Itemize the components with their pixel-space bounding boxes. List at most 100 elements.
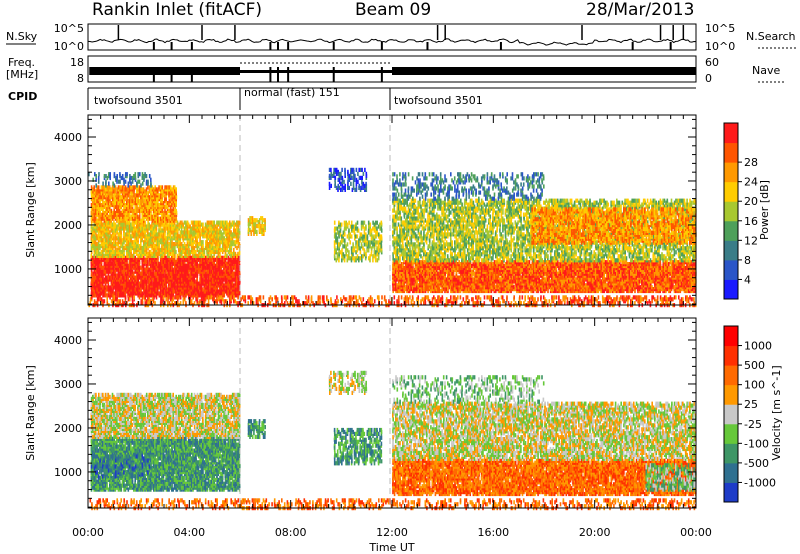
station-title: Rankin Inlet (fitACF) <box>92 0 262 20</box>
range-cell <box>137 244 139 248</box>
range-cell <box>365 252 367 256</box>
range-cell <box>116 203 118 207</box>
range-cell <box>146 224 148 228</box>
range-cell <box>213 258 215 262</box>
range-cell <box>215 258 217 262</box>
range-cell <box>335 232 337 236</box>
range-cell <box>130 185 132 189</box>
range-cell <box>349 232 351 236</box>
range-cell <box>229 266 231 270</box>
range-cell <box>174 185 176 189</box>
range-cell <box>345 244 347 248</box>
range-cell <box>170 258 172 262</box>
range-cell <box>181 224 183 228</box>
range-cell <box>202 240 204 244</box>
range-cell <box>115 291 117 295</box>
range-cell <box>334 182 336 186</box>
range-cell <box>236 246 238 250</box>
range-cell <box>180 268 182 272</box>
range-cell <box>358 256 360 260</box>
range-cell <box>374 250 376 254</box>
cpid-row: CPID twofsound 3501 normal (fast) 151 tw… <box>8 86 696 110</box>
range-cell <box>103 189 105 193</box>
range-cell <box>139 215 141 219</box>
range-cell <box>148 226 150 230</box>
range-cell <box>227 236 229 240</box>
range-cell <box>99 274 101 278</box>
range-cell <box>134 217 136 221</box>
range-cell <box>417 283 419 287</box>
range-cell <box>340 188 342 192</box>
range-cell <box>338 258 340 262</box>
range-cell <box>108 201 110 205</box>
range-cell <box>235 252 237 256</box>
range-cell <box>344 184 346 188</box>
range-cell <box>156 226 158 230</box>
range-cell <box>148 285 150 289</box>
range-cell <box>337 227 339 231</box>
range-cell <box>119 213 121 217</box>
range-cell <box>378 240 380 244</box>
range-cell <box>205 223 207 227</box>
range-cell <box>133 209 135 213</box>
range-cell <box>408 268 410 272</box>
range-cell <box>156 232 158 236</box>
range-cell <box>364 221 366 225</box>
range-cell <box>116 236 118 240</box>
range-cell <box>416 279 418 283</box>
range-cell <box>134 193 136 197</box>
range-cell <box>156 240 158 244</box>
range-cell <box>364 184 366 188</box>
range-cell <box>361 254 363 258</box>
range-cell <box>199 221 201 225</box>
range-cell <box>102 278 104 282</box>
range-cell <box>136 228 138 232</box>
range-cell <box>137 215 139 219</box>
range-cell <box>122 219 124 223</box>
range-cell <box>344 227 346 231</box>
range-cell <box>218 252 220 256</box>
range-cell <box>170 185 172 189</box>
range-cell <box>150 187 152 191</box>
range-cell <box>202 223 204 227</box>
range-cell <box>354 178 356 182</box>
range-cell <box>379 223 381 227</box>
range-cell <box>341 248 343 252</box>
range-cell <box>150 224 152 228</box>
range-cell <box>202 226 204 230</box>
range-cell <box>112 193 114 197</box>
range-cell <box>229 236 231 240</box>
range-cell <box>94 283 96 287</box>
range-cell <box>343 180 345 184</box>
cpid-segment-3: twofsound 3501 <box>394 94 483 107</box>
range-cell <box>96 242 98 246</box>
range-cell <box>151 191 153 195</box>
range-cell <box>216 256 218 260</box>
range-cell <box>119 209 121 213</box>
range-cell <box>147 185 149 189</box>
range-cell <box>358 229 360 233</box>
range-cell <box>223 236 225 240</box>
range-cell <box>185 264 187 268</box>
range-cell <box>153 272 155 276</box>
range-cell <box>133 254 135 258</box>
range-cell <box>175 285 177 289</box>
range-cell <box>370 223 372 227</box>
range-cell <box>233 283 235 287</box>
range-cell <box>378 232 380 236</box>
range-cell <box>425 272 427 276</box>
range-cell <box>93 234 95 238</box>
range-cell <box>103 248 105 252</box>
range-cell <box>157 203 159 207</box>
range-cell <box>425 287 427 291</box>
range-cell <box>181 242 183 246</box>
range-cell <box>109 230 111 234</box>
range-cell <box>102 182 104 186</box>
range-cell <box>136 232 138 236</box>
range-cell <box>188 262 190 266</box>
range-cell <box>227 282 229 286</box>
range-cell <box>120 291 122 295</box>
range-cell <box>94 172 96 176</box>
range-cell <box>101 242 103 246</box>
range-cell <box>335 168 337 172</box>
